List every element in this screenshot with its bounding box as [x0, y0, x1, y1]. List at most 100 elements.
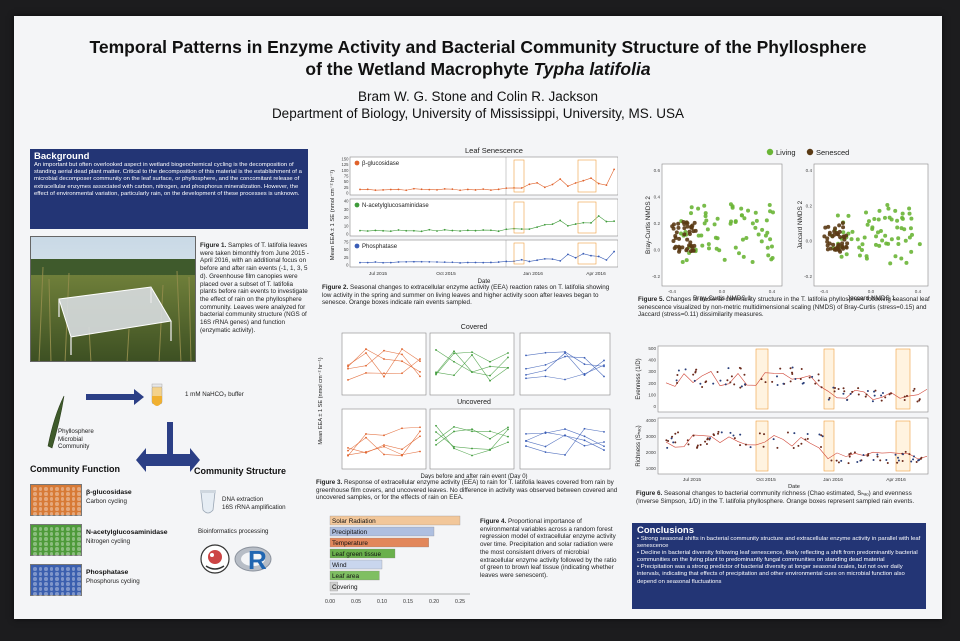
figure5-living-point [742, 216, 747, 221]
figure3-caption: Figure 3. Response of extracellular enzy… [316, 479, 618, 502]
figure5-living-point [684, 258, 689, 263]
figure6-point [782, 382, 785, 385]
figure2-point [389, 230, 392, 233]
figure6-point [820, 445, 823, 448]
figure2-point [436, 230, 438, 232]
figure5-living-point [754, 218, 759, 223]
figure5-x-tick: 0.4 [915, 289, 922, 294]
figure6-point [776, 384, 779, 387]
figure5-senesced-point [836, 246, 841, 251]
figure2-point [382, 261, 384, 264]
figure4-bar-label: Temperature [332, 540, 368, 547]
figure2-point [605, 184, 608, 187]
figure2-tick-label: 10 [344, 223, 349, 228]
figure2-point [520, 258, 523, 261]
conclusion-item: • Strong seasonal shifts in bacterial co… [637, 536, 921, 550]
figure6-point [857, 387, 860, 390]
figure5-senesced-point [677, 236, 682, 241]
figure3-uncovered-title: Uncovered [457, 399, 491, 406]
figure3-point [564, 434, 566, 437]
figure2-point [590, 222, 592, 224]
figure6-point [817, 373, 820, 376]
figure2-row-label: β-glucosidase [362, 161, 400, 167]
figure5-living-point [862, 235, 867, 240]
figure5-senesced-point [822, 234, 827, 239]
figure2-point [582, 221, 585, 224]
figure6-point [794, 378, 797, 381]
figure3-point [564, 428, 566, 430]
figure2-point [490, 189, 492, 191]
figure6-point [912, 455, 915, 458]
figure6-point [862, 453, 865, 456]
figure2-point [366, 230, 369, 232]
enzyme-name: Phosphatase [86, 569, 129, 576]
figure3-point [383, 372, 385, 375]
figure6-point [791, 366, 794, 369]
figure3-point [583, 444, 586, 447]
workflow-diagram [47, 383, 200, 472]
figure2-legend-marker [354, 243, 360, 249]
figure2-point [543, 257, 546, 260]
figure3-point [544, 369, 547, 372]
figure5-living-point [886, 241, 891, 246]
figure2-point [389, 261, 392, 264]
figure2-point [397, 188, 400, 191]
figure5-living-point [746, 208, 751, 213]
figure5-senesced-point [828, 246, 833, 251]
figure5-senesced-point [676, 244, 681, 249]
figure3-point [603, 365, 605, 368]
figure2-y-label: Mean EEA ± 1 SE (nmol cm⁻² hr⁻¹) [330, 170, 336, 261]
figure6-point [801, 382, 804, 385]
figure2-series-line [359, 169, 615, 191]
figure6-point [779, 367, 782, 370]
figure6-point [716, 371, 719, 374]
figure2-point [413, 187, 415, 190]
figure5-living-point [750, 259, 755, 264]
figure3-point [419, 450, 421, 453]
figure5-living-point [703, 211, 708, 216]
figure5-living-point [900, 216, 905, 221]
figure4-bar [329, 559, 383, 570]
figure2-legend-marker [354, 160, 360, 166]
figure3-point [583, 363, 586, 366]
figure6-point [789, 367, 792, 370]
figure3-point [603, 445, 605, 448]
figure6-point [873, 390, 876, 393]
figure2-point [451, 261, 454, 264]
figure2-tick-label: 30 [344, 207, 349, 212]
figure5-living-point [715, 216, 720, 221]
figure5-living-point [717, 248, 722, 253]
figure2-tick-label: 0 [346, 232, 349, 237]
figure5-living-point [680, 259, 685, 264]
figure3-point [583, 372, 586, 375]
figure6-y-label: Evenness (1/D) [636, 358, 642, 399]
figure6-point [677, 369, 680, 372]
figure5-living-point [895, 218, 900, 223]
figure3-x-label: Days before and after rain event (Day 0) [420, 474, 527, 479]
figure2-point [374, 229, 377, 232]
figure6-point [814, 382, 817, 385]
figure2-point [497, 261, 500, 263]
figure5-panel [813, 163, 929, 287]
figure3-point [544, 432, 547, 435]
figure6-point [677, 431, 680, 434]
figure5-living-point [860, 242, 865, 247]
figure5-living-point [753, 225, 758, 230]
figure2-point [567, 185, 569, 187]
figure5-legend-living-marker [766, 148, 774, 156]
figure2-point [536, 259, 538, 262]
figure3-point [507, 352, 509, 354]
figure6-point [872, 459, 875, 462]
figure2-point [551, 183, 554, 186]
figure5-living-point [756, 232, 761, 237]
figure6-point [867, 454, 870, 457]
enzyme-role: Nitrogen cycling [86, 538, 131, 545]
figure6-point [897, 456, 900, 459]
figure3-point [401, 360, 403, 363]
phyllosphere-label: Phyllosphere Microbial Community [58, 428, 94, 451]
figure5-living-point [866, 219, 871, 224]
figure5-senesced-point [673, 244, 678, 249]
community-function-heading: Community Function [30, 464, 120, 474]
figure3-point [544, 445, 547, 448]
figure5-senesced-point [676, 225, 681, 230]
